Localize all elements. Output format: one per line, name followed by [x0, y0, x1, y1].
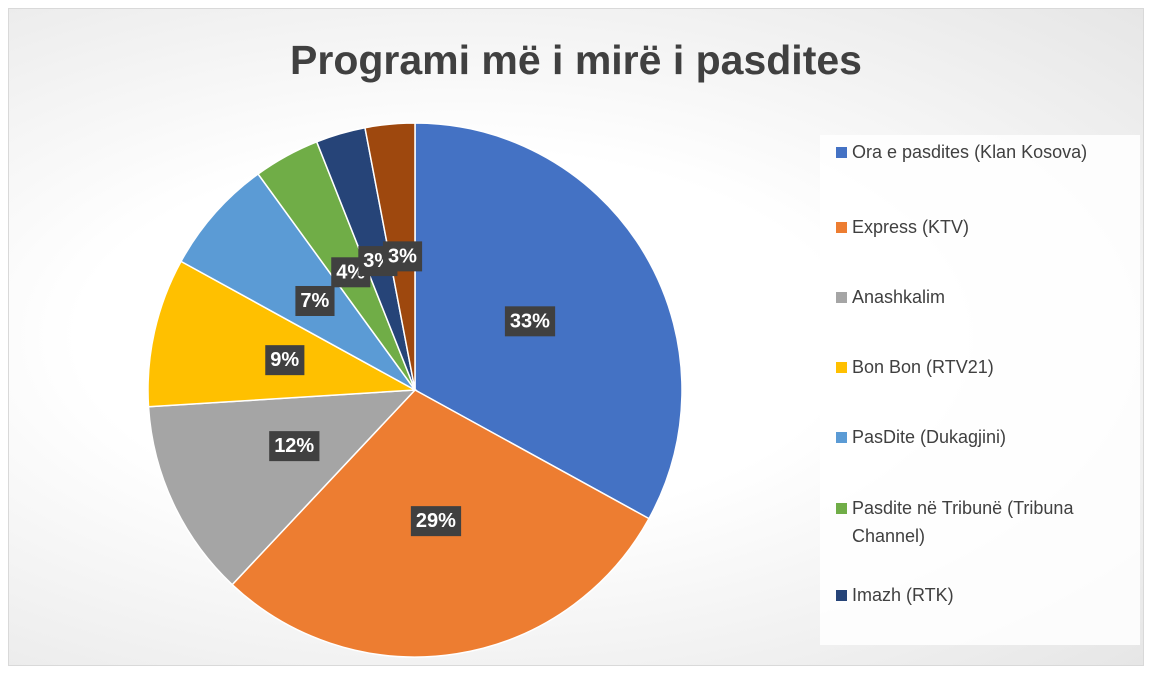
legend-label: Anashkalim — [852, 287, 946, 307]
data-label-box — [295, 285, 335, 316]
data-label-text: 12% — [274, 435, 314, 457]
data-label-text: 4% — [336, 261, 365, 283]
legend-entry: Pasdite në Tribunë (Tribuna Channel) — [836, 494, 1136, 550]
legend-label: Imazh (RTK) — [852, 585, 954, 605]
data-label: 33% — [504, 306, 556, 337]
data-label-text: 29% — [416, 510, 456, 532]
legend-entry: Express (KTV) — [836, 213, 1136, 241]
data-label-text: 7% — [300, 290, 329, 312]
legend-label: Ora e pasdites (Klan Kosova) — [852, 142, 1088, 162]
legend-label: Pasdite në Tribunë (Tribuna Channel) — [852, 498, 1074, 546]
data-label-box — [265, 345, 305, 376]
data-label-box — [269, 431, 320, 462]
legend-swatch — [836, 292, 847, 303]
legend-swatch — [836, 590, 847, 601]
legend-entry: Anashkalim — [836, 283, 1136, 311]
legend-swatch — [836, 222, 847, 233]
legend-swatch — [836, 147, 847, 158]
legend: Ora e pasdites (Klan Kosova) Express (KTV… — [820, 135, 1140, 645]
data-label: 9% — [265, 345, 305, 376]
data-label-text: 9% — [270, 349, 299, 371]
data-label-box — [504, 306, 556, 337]
data-label-box — [410, 506, 462, 537]
legend-entry: Bon Bon (RTV21) — [836, 353, 1136, 381]
data-label-box — [382, 241, 423, 272]
legend-label: Bon Bon (RTV21) — [852, 357, 994, 377]
legend-swatch — [836, 432, 847, 443]
legend-label: Express (KTV) — [852, 217, 970, 237]
pie-slice — [147, 260, 418, 408]
legend-entry: PasDite (Dukagjini) — [836, 423, 1136, 451]
data-label: 12% — [269, 431, 320, 462]
pie-slice — [180, 172, 416, 391]
data-label: 3% — [382, 241, 423, 272]
data-label-text: 3% — [388, 245, 417, 267]
data-label-text: 33% — [510, 310, 550, 332]
data-label: 29% — [410, 506, 462, 537]
legend-entry: Ora e pasdites (Klan Kosova) — [836, 138, 1136, 166]
legend-label: PasDite (Dukagjini) — [852, 427, 1007, 447]
legend-entry: Imazh (RTK) — [836, 581, 1136, 609]
legend-swatch — [836, 503, 847, 514]
data-label: 7% — [295, 285, 335, 316]
pie-slice — [147, 389, 417, 586]
legend-swatch — [836, 362, 847, 373]
chart-title: Programi më i mirë i pasdites — [290, 37, 862, 83]
